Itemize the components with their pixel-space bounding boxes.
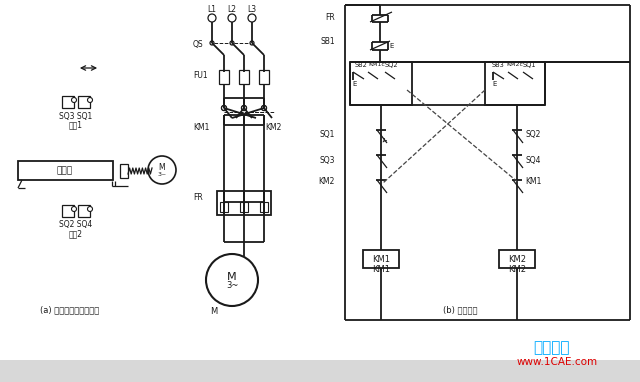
Bar — [499, 250, 535, 268]
Bar — [485, 62, 545, 105]
Text: KM1: KM1 — [525, 178, 541, 186]
Text: SB3: SB3 — [492, 62, 505, 68]
Text: FR: FR — [193, 194, 203, 202]
Text: SB1: SB1 — [321, 37, 335, 47]
Circle shape — [206, 254, 258, 306]
Text: E: E — [492, 81, 497, 87]
Circle shape — [148, 156, 176, 184]
Text: 仿真在线: 仿真在线 — [534, 340, 570, 356]
Bar — [350, 62, 412, 105]
Circle shape — [88, 97, 93, 102]
Bar — [62, 96, 74, 108]
Text: FU1: FU1 — [193, 71, 207, 81]
Text: KM2c: KM2c — [506, 63, 523, 68]
Text: SQ2 SQ4: SQ2 SQ4 — [60, 220, 93, 230]
Circle shape — [208, 14, 216, 22]
Text: SQ1: SQ1 — [319, 131, 335, 139]
Bar — [363, 250, 399, 268]
Bar — [217, 191, 271, 215]
Text: www.1CAE.com: www.1CAE.com — [516, 357, 598, 367]
Text: SB2: SB2 — [355, 62, 368, 68]
Text: M: M — [227, 272, 237, 282]
Bar — [220, 202, 228, 212]
Circle shape — [241, 105, 246, 110]
Circle shape — [250, 41, 254, 45]
Circle shape — [88, 207, 93, 212]
Text: E: E — [352, 81, 356, 87]
Bar — [78, 96, 90, 108]
Text: L1: L1 — [207, 5, 216, 13]
Circle shape — [72, 207, 77, 212]
Text: KM2: KM2 — [508, 265, 526, 275]
Text: FR: FR — [325, 13, 335, 23]
Circle shape — [248, 14, 256, 22]
Text: 位置2: 位置2 — [69, 230, 83, 238]
Bar — [62, 205, 74, 217]
Circle shape — [221, 105, 227, 110]
Text: SQ1: SQ1 — [523, 62, 536, 68]
Text: KM1c: KM1c — [368, 63, 385, 68]
Bar — [259, 70, 269, 84]
Text: L2: L2 — [227, 5, 237, 13]
Text: L3: L3 — [248, 5, 257, 13]
Text: 位置1: 位置1 — [69, 120, 83, 129]
Text: KM2: KM2 — [265, 123, 282, 133]
Text: 3~: 3~ — [157, 173, 166, 178]
Circle shape — [262, 105, 266, 110]
Bar — [120, 164, 128, 178]
Text: QS: QS — [193, 39, 204, 49]
Text: KM1: KM1 — [372, 254, 390, 264]
Circle shape — [72, 97, 77, 102]
Text: SQ2: SQ2 — [385, 62, 399, 68]
Bar — [240, 202, 248, 212]
Bar — [78, 205, 90, 217]
Text: SQ3: SQ3 — [319, 155, 335, 165]
Text: SQ4: SQ4 — [525, 155, 541, 165]
Text: KM2: KM2 — [319, 178, 335, 186]
Text: 工作台: 工作台 — [57, 167, 73, 175]
Circle shape — [210, 41, 214, 45]
Circle shape — [262, 105, 266, 110]
Text: KM1: KM1 — [193, 123, 209, 133]
Text: KM2: KM2 — [508, 254, 526, 264]
Text: SQ3 SQ1: SQ3 SQ1 — [60, 112, 93, 120]
Text: E: E — [390, 43, 394, 49]
Text: M: M — [159, 163, 165, 173]
Circle shape — [241, 105, 246, 110]
Text: (b) 控制线路: (b) 控制线路 — [443, 306, 477, 314]
Circle shape — [221, 105, 227, 110]
Bar — [260, 202, 268, 212]
Circle shape — [230, 41, 234, 45]
Text: M: M — [211, 308, 218, 317]
Bar — [239, 70, 249, 84]
Bar — [219, 70, 229, 84]
Bar — [18, 161, 113, 180]
Text: 3~: 3~ — [226, 282, 238, 290]
Text: (a) 工作自动循环示意图: (a) 工作自动循环示意图 — [40, 306, 100, 314]
Bar — [0, 360, 640, 382]
Text: SQ2: SQ2 — [525, 131, 540, 139]
Text: KM1: KM1 — [372, 265, 390, 275]
Circle shape — [228, 14, 236, 22]
